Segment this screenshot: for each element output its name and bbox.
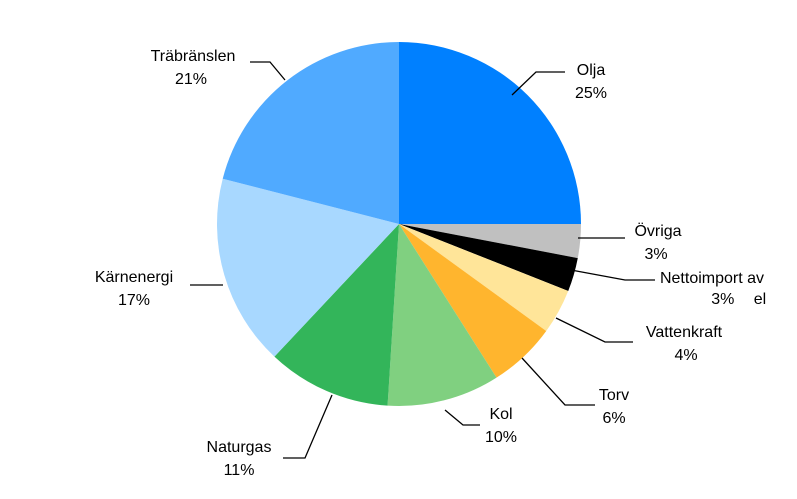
label-karnenergi-pct: 17% <box>118 292 150 309</box>
label-vattenkraft-pct: 4% <box>674 347 697 364</box>
pie-slice-kärnenergi <box>217 178 399 357</box>
label-ovriga-pct: 3% <box>644 246 667 263</box>
leader-line-torv <box>521 357 595 406</box>
label-nettoimport-name-line2: el <box>754 291 766 308</box>
label-torv-name: Torv <box>599 387 629 404</box>
pie-slice-nettoimport-av-el <box>399 224 578 291</box>
pie-slice-övriga <box>399 224 581 259</box>
leader-line-naturgas <box>283 394 333 459</box>
label-kol-pct: 10% <box>485 429 517 446</box>
pie-slice-träbränslen <box>222 42 399 224</box>
leader-line-nettoimport <box>570 269 655 281</box>
label-karnenergi-name: Kärnenergi <box>95 269 173 286</box>
pie-slice-kol <box>387 224 497 406</box>
label-kol-name: Kol <box>489 406 512 423</box>
leader-line-olja <box>511 71 565 96</box>
label-nettoimport-name-line1: Nettoimport av <box>660 270 764 287</box>
label-nettoimport-name-line2-row: 3% el <box>711 291 766 308</box>
leader-line-trabranslen <box>250 61 286 81</box>
leader-line-vattenkraft <box>555 317 633 343</box>
label-naturgas-name: Naturgas <box>207 439 272 456</box>
label-trabranslen-pct: 21% <box>175 71 207 88</box>
label-trabranslen-name: Träbränslen <box>151 48 236 65</box>
label-ovriga-name: Övriga <box>634 222 681 240</box>
label-torv-pct: 6% <box>602 410 625 427</box>
slice-labels: Olja 25% Övriga 3% Nettoimport av 3% el … <box>95 48 766 479</box>
label-nettoimport-pct: 3% <box>711 291 734 308</box>
label-olja-name: Olja <box>577 62 606 79</box>
pie-slice-olja <box>399 42 581 224</box>
pie-slices <box>217 42 581 406</box>
label-naturgas-pct: 11% <box>224 462 255 479</box>
label-vattenkraft-name: Vattenkraft <box>646 324 723 341</box>
pie-slice-naturgas <box>274 224 399 406</box>
label-olja-pct: 25% <box>575 85 607 102</box>
pie-slice-vattenkraft <box>399 224 569 331</box>
leader-line-kol <box>444 409 480 426</box>
pie-slice-torv <box>399 224 547 378</box>
leader-lines <box>190 61 655 459</box>
